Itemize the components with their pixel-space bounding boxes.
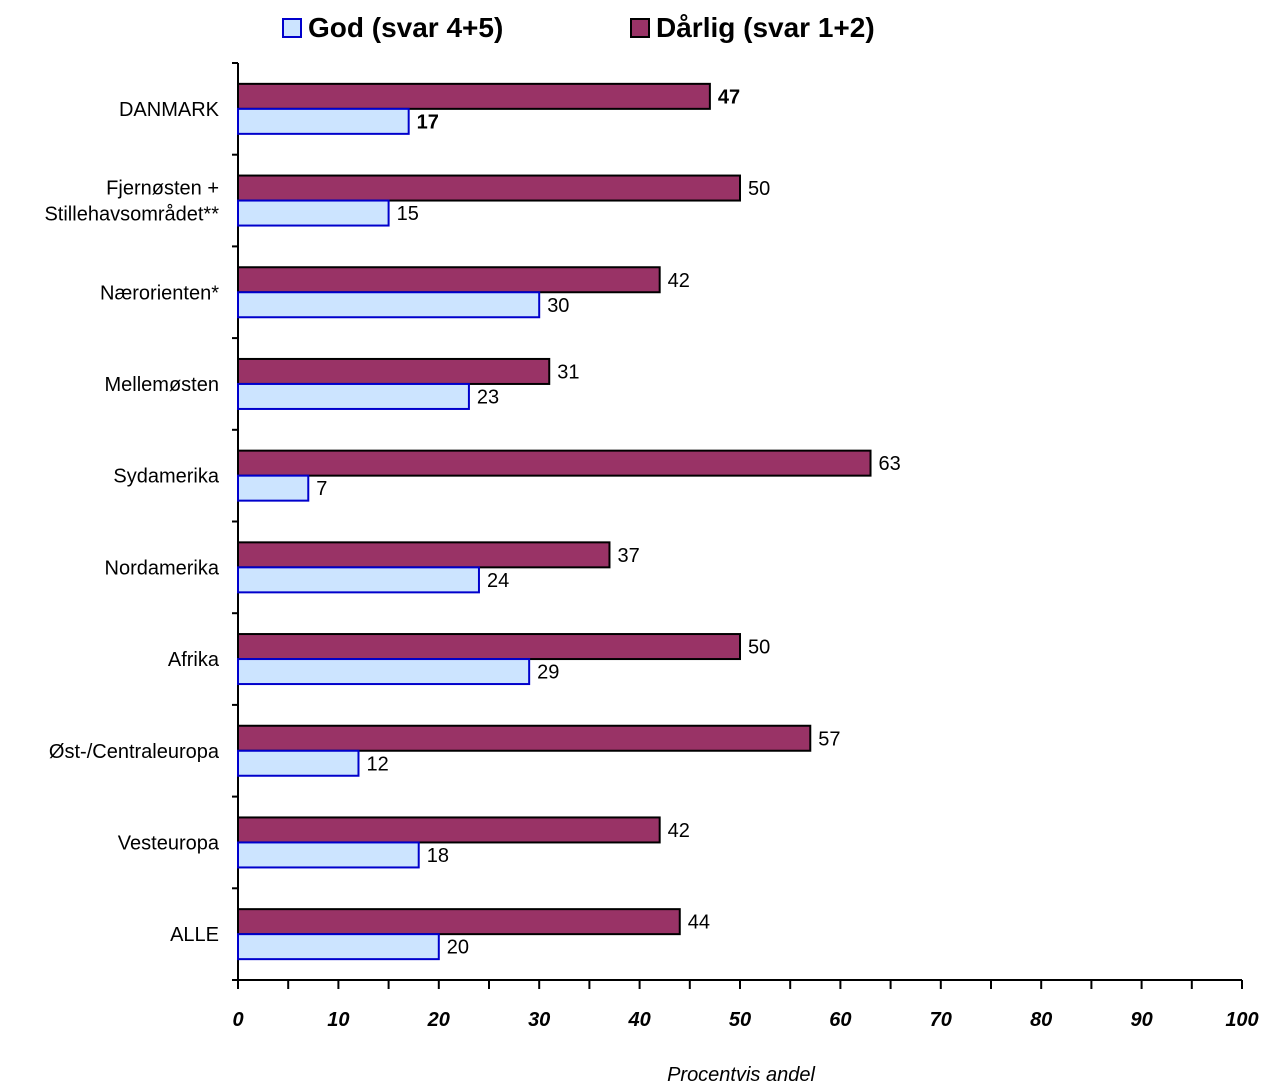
legend-label-good: God (svar 4+5)	[308, 12, 504, 43]
category-label: DANMARK	[119, 99, 220, 121]
category-label-line: Afrika	[168, 649, 220, 671]
category-label: ALLE	[170, 924, 219, 946]
legend-label-bad: Dårlig (svar 1+2)	[656, 12, 875, 43]
value-label-good: 17	[417, 111, 439, 133]
category-label-line: Vesteuropa	[118, 832, 220, 854]
x-tick-label: 90	[1130, 1009, 1152, 1031]
value-label-good: 20	[447, 937, 469, 959]
x-tick-label: 80	[1030, 1009, 1052, 1031]
category-label: Fjernøsten + Stillehavsområdet**	[44, 178, 219, 226]
category-label: Øst-/Centraleuropa	[49, 741, 220, 763]
x-tick-label: 50	[729, 1009, 751, 1031]
category-label-line: ALLE	[170, 924, 219, 946]
value-label-good: 24	[487, 570, 509, 592]
x-tick-label: 60	[829, 1009, 851, 1031]
bar-bad	[237, 908, 681, 936]
bar-good	[237, 566, 480, 594]
value-label-bad: 50	[748, 178, 770, 200]
bar-good	[237, 291, 541, 319]
category-label-line: Sydamerika	[113, 466, 219, 488]
value-label-good: 18	[427, 845, 449, 867]
category-label-line: Øst-/Centraleuropa	[49, 741, 220, 763]
bar-bad	[237, 357, 551, 385]
value-label-bad: 44	[688, 912, 710, 934]
x-tick-label: 70	[930, 1009, 952, 1031]
x-tick-label: 20	[427, 1009, 450, 1031]
bar-bad	[237, 633, 741, 661]
value-label-bad: 63	[879, 453, 901, 475]
value-label-good: 30	[547, 295, 569, 317]
legend-swatch-bad	[630, 18, 650, 38]
legend-item-bad: Dårlig (svar 1+2)	[630, 12, 875, 44]
bar-bad	[237, 82, 711, 110]
value-label-bad: 42	[668, 270, 690, 292]
x-tick-label: 40	[627, 1009, 650, 1031]
category-label: Vesteuropa	[118, 832, 220, 854]
category-label-line: Stillehavsområdet**	[44, 204, 219, 226]
bar-bad	[237, 724, 812, 752]
bar-bad	[237, 174, 741, 202]
value-label-bad: 31	[557, 361, 579, 383]
bar-good	[237, 933, 440, 961]
value-label-bad: 57	[818, 728, 840, 750]
category-label-line: Fjernøsten +	[106, 178, 219, 200]
bar-good	[237, 199, 390, 227]
category-label: Sydamerika	[113, 466, 219, 488]
category-label-line: DANMARK	[119, 99, 220, 121]
bar-bad	[237, 816, 661, 844]
category-label-line: Nordamerika	[105, 557, 220, 579]
legend-item-good: God (svar 4+5)	[282, 12, 503, 44]
value-label-good: 15	[397, 203, 419, 225]
bar-good	[237, 658, 531, 686]
bar-good	[237, 474, 310, 502]
category-label: Mellemøsten	[105, 374, 219, 396]
value-label-bad: 42	[668, 820, 690, 842]
value-label-good: 23	[477, 386, 499, 408]
bar-good	[237, 107, 410, 135]
x-tick-label: 100	[1225, 1009, 1258, 1031]
x-tick-label: 10	[327, 1009, 349, 1031]
x-tick-label: 30	[528, 1009, 550, 1031]
category-label: Nordamerika	[105, 557, 220, 579]
value-label-bad: 50	[748, 637, 770, 659]
bar-bad	[237, 449, 872, 477]
bar-good	[237, 749, 360, 777]
x-axis-title: Procentvis andel	[667, 1064, 815, 1084]
legend-swatch-good	[282, 18, 302, 38]
bar-good	[237, 382, 470, 410]
category-label: Afrika	[168, 649, 220, 671]
value-label-good: 7	[316, 478, 327, 500]
category-label: Nærorienten*	[100, 282, 219, 304]
category-label-line: Mellemøsten	[105, 374, 219, 396]
category-label-line: Nærorienten*	[100, 282, 219, 304]
x-tick-label: 0	[232, 1009, 243, 1031]
value-label-good: 12	[366, 753, 388, 775]
bar-bad	[237, 541, 611, 569]
value-label-bad: 37	[617, 545, 639, 567]
value-label-bad: 47	[718, 86, 740, 108]
bar-bad	[237, 266, 661, 294]
bar-good	[237, 841, 420, 869]
value-label-good: 29	[537, 662, 559, 684]
